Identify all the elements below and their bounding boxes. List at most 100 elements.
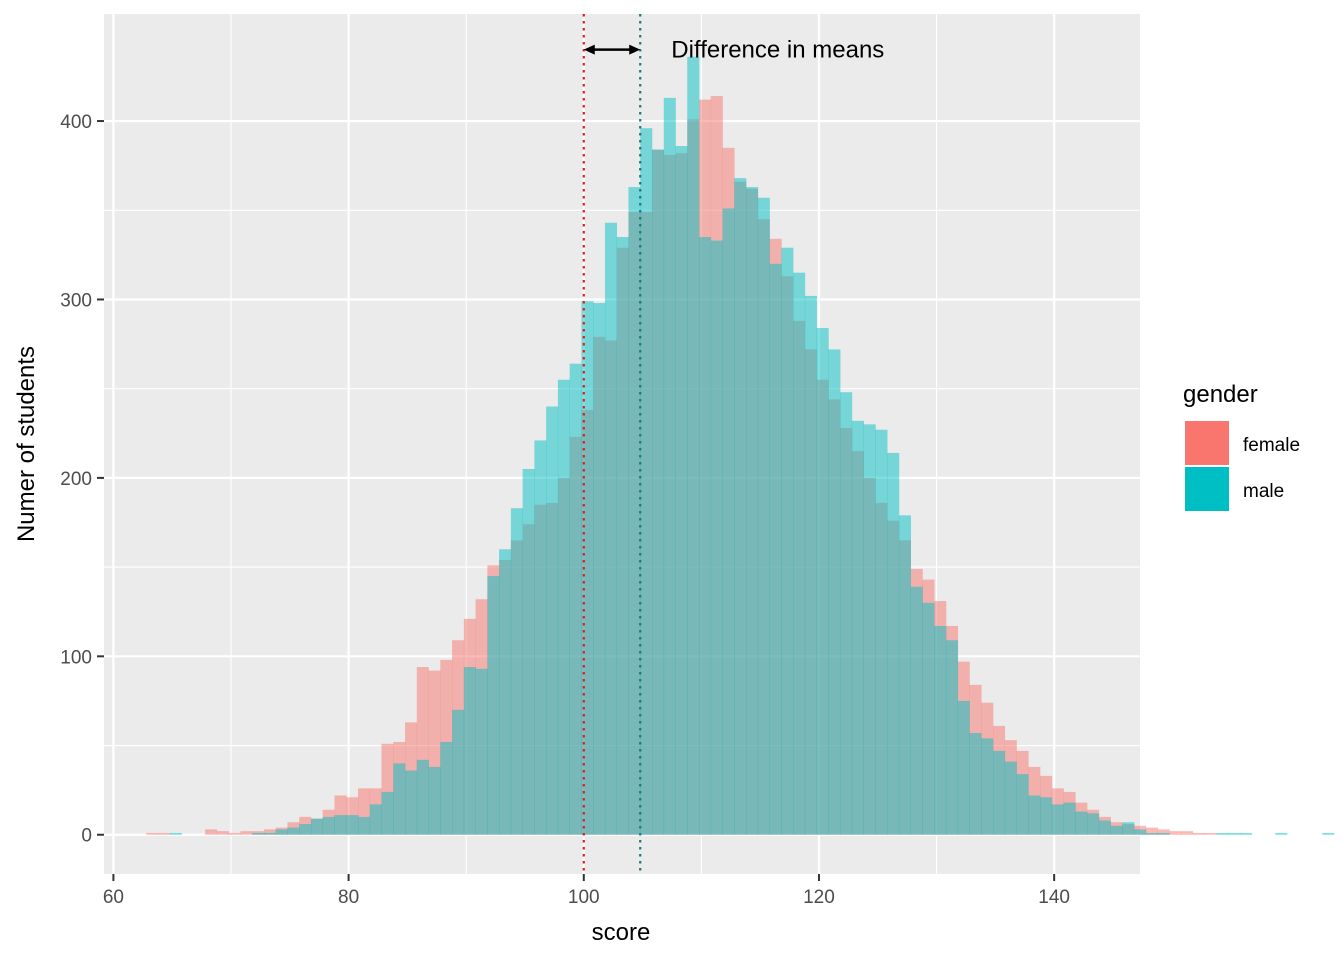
bar-male (934, 625, 947, 835)
bar-male (475, 668, 488, 835)
bar-male (1004, 761, 1017, 835)
bar-male (440, 741, 453, 835)
bar-male (310, 818, 324, 835)
bar-male (557, 379, 570, 835)
bar-male (569, 363, 582, 835)
bar-male (699, 237, 712, 835)
bar-male (393, 763, 406, 835)
bar-male (851, 420, 864, 835)
bar-male (804, 295, 817, 835)
bar-male (746, 187, 759, 835)
bar-male (1239, 832, 1253, 835)
bar-male (687, 56, 700, 835)
bar-male (604, 222, 618, 835)
x-tick-label: 100 (568, 887, 600, 908)
bar-male (628, 187, 641, 835)
bar-male (1040, 797, 1053, 835)
bar-male (334, 815, 347, 835)
legend-title: gender (1183, 381, 1258, 408)
bar-male (875, 429, 888, 835)
bar-male (957, 700, 970, 835)
bar-male (898, 515, 911, 835)
bar-male (1134, 829, 1147, 835)
bar-male (522, 468, 535, 835)
bar-male (510, 508, 523, 835)
bar-male (969, 733, 982, 835)
bar-male (428, 766, 441, 835)
bar-male (769, 263, 782, 835)
legend-key-male (1185, 467, 1229, 511)
bar-male (710, 240, 723, 835)
bar-male (499, 549, 512, 835)
bar-male (828, 349, 841, 835)
bar-male (910, 586, 923, 835)
y-tick-label: 400 (60, 112, 92, 133)
bar-male (1087, 813, 1100, 835)
bar-male (381, 791, 394, 835)
bar-male (722, 208, 735, 835)
y-axis-title: Numer of students (13, 346, 40, 542)
bar-male (1051, 804, 1064, 835)
bar-male (1145, 832, 1158, 835)
bar-male (1122, 822, 1135, 835)
bar-male (358, 816, 371, 835)
x-axis-title: score (592, 919, 651, 946)
legend-key-female (1185, 421, 1229, 465)
annotation-difference-in-means: Difference in means (671, 37, 884, 64)
bar-male (463, 667, 476, 835)
bar-male (1016, 774, 1029, 835)
bar-male (616, 237, 629, 835)
bar-male (546, 406, 559, 835)
legend-label-male: male (1243, 481, 1284, 502)
bar-female (1157, 829, 1170, 835)
bar-male (169, 832, 182, 835)
bar-male (663, 97, 676, 835)
bar-female (1192, 832, 1205, 835)
bar-male (651, 149, 665, 835)
bar-male (840, 392, 853, 835)
bar-male (734, 178, 747, 835)
bar-male (263, 832, 276, 835)
bar-male (1110, 825, 1123, 835)
bar-male (757, 197, 770, 835)
arrow-head-right (629, 44, 641, 55)
histogram-bars (146, 56, 1335, 835)
bar-male (1157, 832, 1170, 835)
bar-male (863, 424, 876, 835)
legend: gender female male (1183, 381, 1300, 511)
y-axis: 0 100 200 300 400 (60, 112, 104, 847)
bar-female (1169, 831, 1182, 835)
bar-male (816, 328, 829, 835)
bar-female (146, 832, 159, 835)
bar-female (205, 829, 218, 835)
bar-male (1216, 832, 1229, 835)
bar-male (416, 759, 429, 835)
y-tick-label: 300 (60, 290, 92, 311)
bar-male (1322, 832, 1335, 835)
y-tick-label: 100 (60, 647, 92, 668)
bar-female (263, 829, 276, 835)
bar-male (945, 640, 959, 835)
bar-male (322, 816, 335, 835)
bar-male (1098, 820, 1111, 835)
y-tick-label: 0 (81, 826, 92, 847)
bar-female (158, 832, 171, 835)
bar-male (675, 146, 688, 835)
bar-female (1204, 832, 1217, 835)
bar-male (369, 804, 382, 835)
x-tick-label: 80 (338, 887, 359, 908)
bar-male (405, 770, 418, 835)
bar-male (887, 452, 900, 835)
x-tick-label: 120 (803, 887, 835, 908)
bar-female (216, 831, 229, 835)
bar-male (793, 272, 806, 835)
bar-male (452, 709, 465, 835)
bar-male (993, 750, 1006, 835)
x-tick-label: 60 (103, 887, 124, 908)
x-axis: 60 80 100 120 140 (103, 874, 1070, 908)
bar-male (1063, 802, 1076, 835)
x-tick-label: 140 (1038, 887, 1070, 908)
bar-male (922, 602, 935, 835)
bar-male (781, 247, 794, 835)
